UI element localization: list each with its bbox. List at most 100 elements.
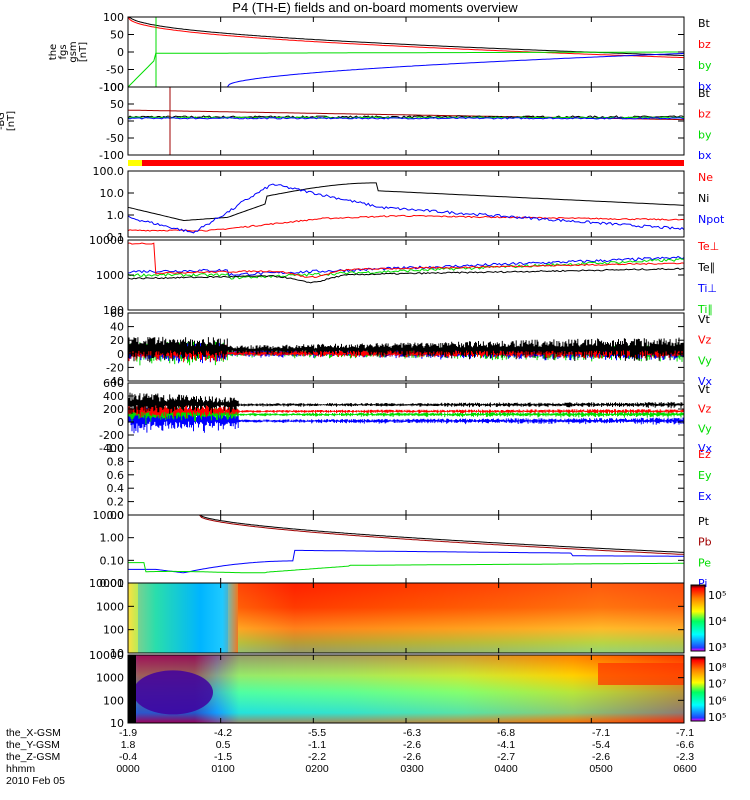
panel-p6-ytick-label: 200 <box>103 403 124 416</box>
footer-label-z-gsm: the_Z-GSM <box>6 751 61 763</box>
panel-p3-ytick-label: 10.0 <box>100 187 125 200</box>
flag-bar <box>128 160 684 166</box>
panel-p1-legend-bz: bz <box>698 38 711 51</box>
panel-p8-series-Pi <box>128 549 684 574</box>
panel-p1-ytick-label: 50 <box>110 29 124 42</box>
panel-p2-frame <box>127 86 685 156</box>
footer-value: 0100 <box>211 763 235 775</box>
panel-p2-series-bx <box>127 117 685 120</box>
panel-p3-series-Ni <box>127 182 685 222</box>
panel-p2-legend-bx: bx <box>698 149 712 162</box>
panel-p8-series-Pe <box>128 562 684 574</box>
panel-p9-colorbar-tick: 10⁵ <box>708 589 726 602</box>
panel-p7-ytick-label: 0.8 <box>107 455 125 468</box>
panel-p1-series-by <box>127 51 684 88</box>
panel-p8-ytick-label: 1.00 <box>100 532 125 545</box>
panel-p6-legend-Vx: Vx <box>698 442 713 455</box>
panel-p3-legend-Ne: Ne <box>698 171 713 184</box>
footer-value: -2.6 <box>402 739 422 751</box>
panel-p2-ytick-label: -50 <box>106 132 124 145</box>
panel-p6-ytick-label: -200 <box>99 429 124 442</box>
panel-p1-series-bz <box>127 16 685 59</box>
panel-p5-legend-Vz: Vz <box>698 334 712 347</box>
panel-p2-ytick-label: -100 <box>99 149 124 162</box>
panel-p4-frame <box>127 239 685 311</box>
panel-p2-ytick-label: 50 <box>110 98 124 111</box>
panel-p2-legend-by: by <box>698 128 712 141</box>
panel-p2-legend-bz: bz <box>698 108 711 121</box>
footer-value: 0300 <box>400 763 424 775</box>
footer-value: -2.3 <box>675 751 695 763</box>
footer-value: 0500 <box>589 763 613 775</box>
panel-p2-ylabel-line: -BG <box>0 112 7 130</box>
panel-p8-series-Pt <box>128 514 685 553</box>
panel-p6-legend-Vz: Vz <box>698 403 712 416</box>
footer-label-hhmm: hhmm <box>6 763 36 775</box>
panel-p1-ytick-label: -50 <box>106 64 124 77</box>
footer-value: -6.6 <box>675 739 695 751</box>
panel-p5-legend-Vx: Vx <box>698 375 713 388</box>
footer-value: -5.5 <box>307 727 327 739</box>
footer-label-y-gsm: the_Y-GSM <box>6 739 60 751</box>
panel-p9-ytick-label: 10 <box>110 647 124 660</box>
flag-bar-start <box>128 160 142 166</box>
panel-p6-ytick-label: 400 <box>103 390 124 403</box>
panel-p10-ytick-label: 1000 <box>96 672 124 685</box>
panel-p7-ytick-label: 0.6 <box>107 469 125 482</box>
footer-value: 0000 <box>116 763 140 775</box>
panel-p8-frame <box>127 514 685 584</box>
footer-value: -2.2 <box>307 751 327 763</box>
panel-p4-ytick-label: 100 <box>103 304 124 317</box>
footer-value: 0.5 <box>215 739 231 751</box>
panel-p1-legend-bx: bx <box>698 80 712 93</box>
panel-p1-legend-by: by <box>698 59 712 72</box>
panel-p9-colorbar-tick: 10³ <box>708 641 726 654</box>
panel-p10-ytick-label: 10000 <box>89 649 124 662</box>
panel-p3-legend-Npot: Npot <box>698 213 725 226</box>
panel-p7-ytick-label: 0.2 <box>107 496 125 509</box>
panel-p3-ytick-label: 1.0 <box>107 209 125 222</box>
panel-p2-legend-Bt: Bt <box>698 87 711 100</box>
footer-value: 1.8 <box>120 739 136 751</box>
panel-p8-legend-Pi: Pi <box>698 577 707 590</box>
panel-p5-ytick-label: 20 <box>110 334 124 347</box>
panel-p9-spectrogram-overlay <box>238 583 684 653</box>
panel-p5-ytick-label: 60 <box>110 307 124 320</box>
footer-axis-labels: the_X-GSM the_Y-GSM the_Z-GSM hhmm 2010 … <box>0 727 750 800</box>
footer-value: -2.6 <box>591 751 611 763</box>
panel-p8-series-Pb <box>128 514 685 555</box>
panel-p4-series-Ti∥ <box>127 257 685 280</box>
panel-p9-colorbar <box>690 584 706 652</box>
panel-p7-legend-Ey: Ey <box>698 469 712 482</box>
footer-label-x-gsm: the_X-GSM <box>6 727 61 739</box>
footer-value: -4.2 <box>213 727 233 739</box>
panel-p10-colorbar <box>690 656 706 722</box>
footer-value: -6.8 <box>496 727 516 739</box>
panel-p10-spectrogram-overlay <box>128 655 684 723</box>
panel-p10-colorbar-tick: 10⁷ <box>708 678 726 691</box>
panel-p5-legend-Vy: Vy <box>698 354 712 367</box>
panel-p1-ylabel-line: [nT] <box>78 42 89 62</box>
panel-p8-ytick-label: 0.10 <box>100 554 125 567</box>
panel-p10-dense-region <box>133 670 213 715</box>
panel-p7-legend-Ez: Ez <box>698 448 711 461</box>
panel-p1-ylabel-line: the <box>48 44 59 60</box>
footer-date: 2010 Feb 05 <box>6 775 65 787</box>
panel-p6-legend-Vy: Vy <box>698 422 712 435</box>
panel-p7-ytick-label: 0.4 <box>107 482 125 495</box>
panel-p3-legend-Ni: Ni <box>698 192 709 205</box>
panel-p3-frame <box>127 170 685 238</box>
panel-p6-ytick-label: 600 <box>103 377 124 390</box>
panel-p8-legend-Pe: Pe <box>698 556 711 569</box>
panel-p10-colorbar-tick: 10⁵ <box>708 711 726 724</box>
panel-p4-legend-Te∥: Te∥ <box>697 261 715 274</box>
panel-p8-ytick-label: 0.01 <box>100 577 125 590</box>
panel-p3-ytick-label: 100.0 <box>93 165 125 178</box>
panel-p2-ytick-label: 0 <box>117 115 124 128</box>
panel-p1-ytick-label: -100 <box>99 81 124 94</box>
panel-p10-colorbar-tick: 10⁸ <box>708 661 727 674</box>
panel-p3-series-Npot <box>127 183 685 234</box>
panel-p6-ytick-label: 0 <box>117 416 124 429</box>
panel-p7-frame <box>127 447 685 516</box>
panel-p3-series-Ne <box>127 214 685 232</box>
